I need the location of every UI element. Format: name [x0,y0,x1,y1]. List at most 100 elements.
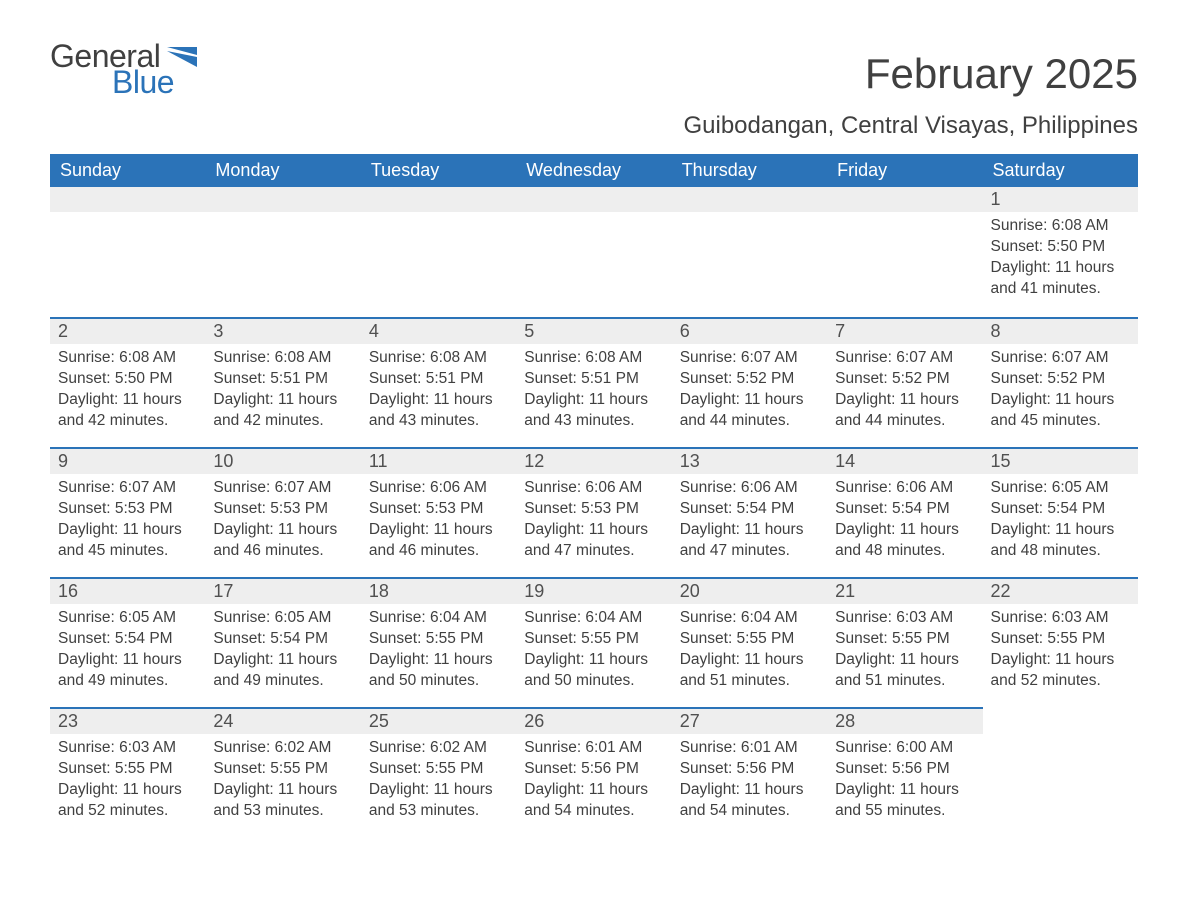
empty-day [827,187,982,212]
calendar-cell: 6Sunrise: 6:07 AMSunset: 5:52 PMDaylight… [672,317,827,447]
calendar-cell: 15Sunrise: 6:05 AMSunset: 5:54 PMDayligh… [983,447,1138,577]
calendar-header-wednesday: Wednesday [516,154,671,187]
daylight-text: Daylight: 11 hours and 48 minutes. [991,520,1130,562]
day-number: 14 [827,447,982,474]
calendar-cell [205,187,360,317]
empty-day [672,187,827,212]
day-number: 26 [516,707,671,734]
day-number: 15 [983,447,1138,474]
sunrise-text: Sunrise: 6:07 AM [213,478,352,499]
calendar-cell [361,187,516,317]
day-number: 22 [983,577,1138,604]
day-number: 18 [361,577,516,604]
daylight-text: Daylight: 11 hours and 45 minutes. [58,520,197,562]
sunset-text: Sunset: 5:50 PM [58,369,197,390]
calendar-cell: 27Sunrise: 6:01 AMSunset: 5:56 PMDayligh… [672,707,827,837]
sunset-text: Sunset: 5:53 PM [524,499,663,520]
sunrise-text: Sunrise: 6:06 AM [680,478,819,499]
daylight-text: Daylight: 11 hours and 51 minutes. [835,650,974,692]
calendar-week: 2Sunrise: 6:08 AMSunset: 5:50 PMDaylight… [50,317,1138,447]
sunset-text: Sunset: 5:56 PM [680,759,819,780]
day-number: 3 [205,317,360,344]
daylight-text: Daylight: 11 hours and 50 minutes. [369,650,508,692]
daylight-text: Daylight: 11 hours and 43 minutes. [369,390,508,432]
sunset-text: Sunset: 5:51 PM [524,369,663,390]
sunset-text: Sunset: 5:52 PM [835,369,974,390]
calendar-table: SundayMondayTuesdayWednesdayThursdayFrid… [50,154,1138,837]
location-subtitle: Guibodangan, Central Visayas, Philippine… [50,112,1138,140]
sunrise-text: Sunrise: 6:05 AM [58,608,197,629]
calendar-week: 9Sunrise: 6:07 AMSunset: 5:53 PMDaylight… [50,447,1138,577]
calendar-cell: 9Sunrise: 6:07 AMSunset: 5:53 PMDaylight… [50,447,205,577]
day-number: 21 [827,577,982,604]
calendar-header-tuesday: Tuesday [361,154,516,187]
calendar-cell: 13Sunrise: 6:06 AMSunset: 5:54 PMDayligh… [672,447,827,577]
calendar-cell: 22Sunrise: 6:03 AMSunset: 5:55 PMDayligh… [983,577,1138,707]
calendar-cell: 11Sunrise: 6:06 AMSunset: 5:53 PMDayligh… [361,447,516,577]
day-number: 2 [50,317,205,344]
calendar-cell [672,187,827,317]
sunrise-text: Sunrise: 6:02 AM [369,738,508,759]
day-content: Sunrise: 6:07 AMSunset: 5:52 PMDaylight:… [827,344,982,442]
daylight-text: Daylight: 11 hours and 51 minutes. [680,650,819,692]
calendar-header-friday: Friday [827,154,982,187]
day-content: Sunrise: 6:06 AMSunset: 5:53 PMDaylight:… [516,474,671,572]
sunrise-text: Sunrise: 6:04 AM [680,608,819,629]
calendar-header-sunday: Sunday [50,154,205,187]
calendar-cell: 25Sunrise: 6:02 AMSunset: 5:55 PMDayligh… [361,707,516,837]
calendar-cell: 4Sunrise: 6:08 AMSunset: 5:51 PMDaylight… [361,317,516,447]
day-content: Sunrise: 6:03 AMSunset: 5:55 PMDaylight:… [50,734,205,832]
day-content: Sunrise: 6:06 AMSunset: 5:54 PMDaylight:… [827,474,982,572]
calendar-cell: 19Sunrise: 6:04 AMSunset: 5:55 PMDayligh… [516,577,671,707]
calendar-cell: 24Sunrise: 6:02 AMSunset: 5:55 PMDayligh… [205,707,360,837]
sunrise-text: Sunrise: 6:06 AM [524,478,663,499]
calendar-cell: 1Sunrise: 6:08 AMSunset: 5:50 PMDaylight… [983,187,1138,317]
sunrise-text: Sunrise: 6:07 AM [835,348,974,369]
day-number: 10 [205,447,360,474]
day-content: Sunrise: 6:04 AMSunset: 5:55 PMDaylight:… [672,604,827,702]
logo-blue: Blue [112,66,197,98]
logo: General Blue [50,40,197,98]
day-number: 9 [50,447,205,474]
sunrise-text: Sunrise: 6:08 AM [213,348,352,369]
day-number: 7 [827,317,982,344]
daylight-text: Daylight: 11 hours and 47 minutes. [680,520,819,562]
daylight-text: Daylight: 11 hours and 42 minutes. [213,390,352,432]
calendar-cell [827,187,982,317]
day-number: 19 [516,577,671,604]
daylight-text: Daylight: 11 hours and 54 minutes. [524,780,663,822]
day-content: Sunrise: 6:02 AMSunset: 5:55 PMDaylight:… [205,734,360,832]
sunrise-text: Sunrise: 6:00 AM [835,738,974,759]
daylight-text: Daylight: 11 hours and 45 minutes. [991,390,1130,432]
sunrise-text: Sunrise: 6:06 AM [369,478,508,499]
daylight-text: Daylight: 11 hours and 50 minutes. [524,650,663,692]
calendar-header-thursday: Thursday [672,154,827,187]
calendar-header-monday: Monday [205,154,360,187]
empty-day [205,187,360,212]
day-content: Sunrise: 6:04 AMSunset: 5:55 PMDaylight:… [361,604,516,702]
daylight-text: Daylight: 11 hours and 52 minutes. [991,650,1130,692]
daylight-text: Daylight: 11 hours and 47 minutes. [524,520,663,562]
sunset-text: Sunset: 5:55 PM [369,759,508,780]
day-content: Sunrise: 6:07 AMSunset: 5:53 PMDaylight:… [50,474,205,572]
sunset-text: Sunset: 5:56 PM [835,759,974,780]
day-number: 16 [50,577,205,604]
sunset-text: Sunset: 5:55 PM [58,759,197,780]
day-number: 23 [50,707,205,734]
empty-day [516,187,671,212]
sunset-text: Sunset: 5:55 PM [524,629,663,650]
page-title: February 2025 [865,50,1138,98]
calendar-cell [516,187,671,317]
day-number: 12 [516,447,671,474]
sunset-text: Sunset: 5:50 PM [991,237,1130,258]
day-content: Sunrise: 6:07 AMSunset: 5:52 PMDaylight:… [672,344,827,442]
sunrise-text: Sunrise: 6:03 AM [835,608,974,629]
sunrise-text: Sunrise: 6:04 AM [369,608,508,629]
daylight-text: Daylight: 11 hours and 42 minutes. [58,390,197,432]
calendar-cell: 26Sunrise: 6:01 AMSunset: 5:56 PMDayligh… [516,707,671,837]
day-content: Sunrise: 6:04 AMSunset: 5:55 PMDaylight:… [516,604,671,702]
calendar-cell [50,187,205,317]
daylight-text: Daylight: 11 hours and 48 minutes. [835,520,974,562]
sunrise-text: Sunrise: 6:05 AM [991,478,1130,499]
day-number: 6 [672,317,827,344]
